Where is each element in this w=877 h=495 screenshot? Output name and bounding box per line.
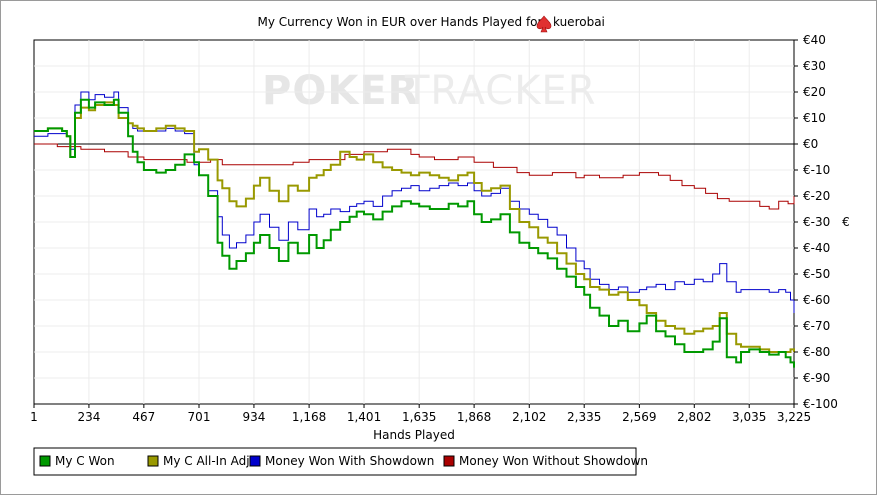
y-tick-label: €30	[803, 59, 826, 73]
legend-swatch	[249, 455, 261, 467]
y-tick-label: €-10	[803, 163, 830, 177]
x-tick-label: 1,635	[402, 410, 436, 424]
y-tick-label: €-70	[803, 319, 830, 333]
y-tick-label: €-90	[803, 371, 830, 385]
x-tick-label: 3,225	[777, 410, 811, 424]
legend-box	[33, 447, 637, 476]
y-axis-title: €	[842, 215, 850, 229]
x-tick-label: 1	[30, 410, 38, 424]
y-tick-label: €40	[803, 33, 826, 47]
legend-swatch	[443, 455, 455, 467]
x-tick-label: 3,035	[732, 410, 766, 424]
axis-layer: 1 234 467 701 934 1,168 1,401 1,635 1,868 2,102 2,…	[30, 33, 838, 424]
y-tick-label: €-60	[803, 293, 830, 307]
chart-title: My Currency Won in EUR over Hands Played…	[258, 15, 543, 29]
y-tick-label: €-80	[803, 345, 830, 359]
series-line-my-c-won	[34, 98, 795, 368]
y-tick-label: €-40	[803, 241, 830, 255]
y-tick-label: €-30	[803, 215, 830, 229]
legend-label: My C All-In Adj	[163, 454, 250, 468]
legend-swatch	[39, 455, 51, 467]
y-tick-label: €0	[803, 137, 818, 151]
x-tick-label: 1,868	[457, 410, 491, 424]
x-tick-label: 2,335	[567, 410, 601, 424]
chart-title-text: My Currency Won in EUR over Hands Played…	[258, 15, 543, 29]
y-tick-label: €10	[803, 111, 826, 125]
y-tick-label: €20	[803, 85, 826, 99]
y-tick-label: €-20	[803, 189, 830, 203]
x-tick-label: 2,802	[677, 410, 711, 424]
x-tick-label: 2,102	[512, 410, 546, 424]
legend: My C Won My C All-In Adj Money Won With Sh…	[39, 454, 648, 468]
legend-label: Money Won Without Showdown	[459, 454, 648, 468]
legend-label: Money Won With Showdown	[265, 454, 434, 468]
x-tick-label: 467	[132, 410, 155, 424]
x-axis-title: Hands Played	[373, 428, 455, 442]
series-line-my-c-all-in-adj	[34, 101, 795, 353]
legend-label: My C Won	[55, 454, 115, 468]
x-tick-label: 234	[77, 410, 100, 424]
series-line-money-won-without-showdown	[34, 143, 795, 210]
spade-icon-shape	[536, 15, 552, 33]
x-tick-label: 2,569	[622, 410, 656, 424]
x-tick-label: 934	[242, 410, 265, 424]
spade-icon	[536, 15, 552, 33]
y-tick-label: €-100	[803, 397, 838, 411]
player-name: kuerobai	[553, 15, 605, 29]
series-layer	[34, 91, 795, 368]
x-tick-label: 701	[188, 410, 211, 424]
watermark-tracker: TRACKER	[404, 68, 597, 114]
y-tick-label: €-50	[803, 267, 830, 281]
series-line-money-won-with-showdown	[34, 91, 795, 313]
x-tick-label: 1,401	[347, 410, 381, 424]
legend-swatch	[147, 455, 159, 467]
x-tick-label: 1,168	[292, 410, 326, 424]
watermark-poker: POKER	[262, 68, 419, 114]
